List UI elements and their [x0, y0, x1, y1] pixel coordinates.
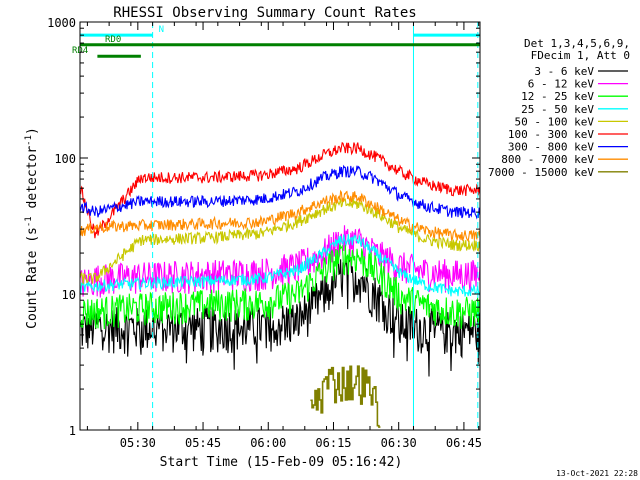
chart-title: RHESSI Observing Summary Count Rates [113, 5, 416, 21]
y-axis-label: Count Rate (s-1 detector-1) [24, 127, 40, 329]
x-tick-label: 06:30 [381, 436, 417, 450]
legend-header: FDecim 1, Att 0 [531, 49, 630, 62]
footer-timestamp: 13-Oct-2021 22:28 [556, 469, 638, 478]
y-tick-label: 1000 [47, 16, 76, 30]
legend-label: 7000 - 15000 keV [488, 166, 594, 179]
legend-label: 300 - 800 keV [508, 141, 594, 154]
legend-label: 100 - 300 keV [508, 128, 594, 141]
x-tick-label: 05:30 [120, 436, 156, 450]
legend-label: 50 - 100 keV [515, 115, 595, 128]
legend-label: 12 - 25 keV [521, 90, 594, 103]
x-tick-label: 06:45 [446, 436, 482, 450]
x-tick-label: 05:45 [185, 436, 221, 450]
x-axis-label: Start Time (15-Feb-09 05:16:42) [160, 455, 403, 470]
legend: Det 1,3,4,5,6,9,FDecim 1, Att 0 3 - 6 keV… [488, 37, 630, 179]
x-tick-label: 06:00 [250, 436, 286, 450]
legend-label: 25 - 50 keV [521, 103, 594, 116]
x-tick-label: 06:15 [315, 436, 351, 450]
flag-n-label: N [159, 25, 164, 35]
legend-label: 3 - 6 keV [534, 65, 594, 78]
flag-rd0-label: RD0 [105, 35, 121, 45]
y-tick-label: 10 [62, 288, 76, 302]
plot-frame [79, 21, 481, 431]
legend-label: 800 - 7000 keV [501, 153, 594, 166]
y-tick-label: 100 [54, 152, 76, 166]
legend-header: Det 1,3,4,5,6,9, [524, 37, 630, 50]
legend-label: 6 - 12 keV [528, 78, 595, 91]
series-7000-15000kev-line [310, 365, 381, 428]
y-tick-label: 1 [69, 424, 76, 438]
